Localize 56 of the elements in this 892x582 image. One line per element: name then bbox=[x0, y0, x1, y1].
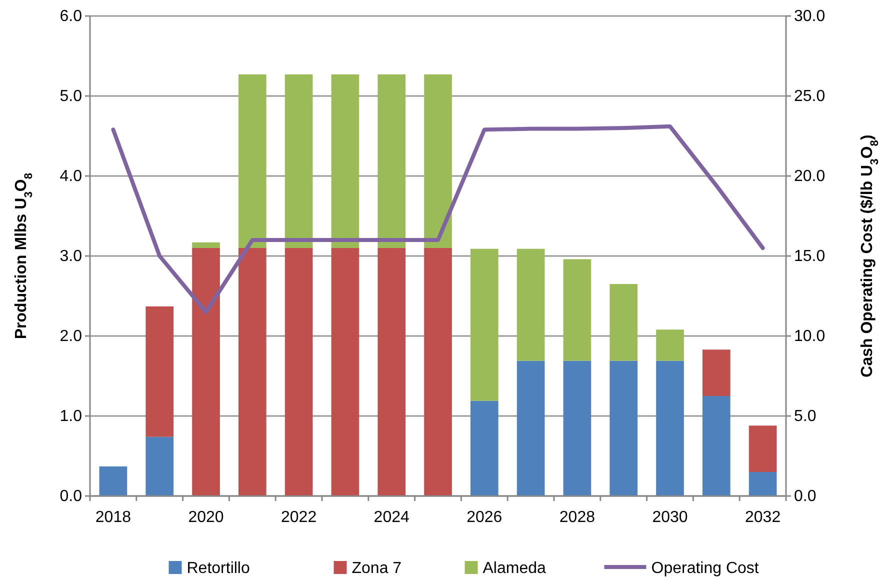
x-tick-label: 2026 bbox=[466, 509, 502, 526]
x-tick-label: 2024 bbox=[374, 509, 410, 526]
bar bbox=[284, 74, 313, 248]
y2-tick-label: 30.0 bbox=[794, 8, 826, 25]
bar bbox=[146, 436, 174, 496]
y2-tick-label: 20.0 bbox=[794, 168, 826, 185]
bar bbox=[610, 284, 638, 361]
bar bbox=[516, 248, 545, 361]
y-tick-label: 0.0 bbox=[60, 488, 82, 505]
bar bbox=[378, 248, 406, 496]
bar bbox=[702, 396, 730, 496]
bar bbox=[284, 248, 313, 496]
x-tick-label: 2022 bbox=[281, 509, 317, 526]
y2-tick-label: 25.0 bbox=[794, 88, 826, 105]
bar bbox=[424, 74, 452, 248]
y-tick-label: 5.0 bbox=[60, 88, 82, 105]
legend-label: Zona 7 bbox=[352, 560, 402, 577]
bar bbox=[470, 400, 498, 496]
y2-tick-label: 10.0 bbox=[794, 328, 826, 345]
bar bbox=[378, 74, 406, 248]
x-tick-label: 2018 bbox=[95, 509, 132, 526]
bar bbox=[563, 259, 592, 361]
bar bbox=[424, 248, 452, 496]
bar bbox=[192, 248, 220, 496]
bar bbox=[748, 472, 777, 496]
bar bbox=[470, 248, 498, 401]
y-tick-label: 2.0 bbox=[60, 328, 82, 345]
x-tick-label: 2028 bbox=[559, 509, 596, 526]
y-tick-label: 1.0 bbox=[60, 408, 82, 425]
legend-label: Operating Cost bbox=[651, 560, 760, 577]
bar bbox=[610, 360, 638, 496]
y-tick-label: 4.0 bbox=[60, 168, 82, 185]
line-series bbox=[111, 124, 765, 314]
y2-tick-label: 5.0 bbox=[794, 408, 816, 425]
bar bbox=[702, 350, 730, 396]
bar bbox=[99, 466, 128, 496]
bar bbox=[516, 360, 545, 496]
bar bbox=[656, 360, 684, 496]
y-tick-label: 6.0 bbox=[60, 8, 82, 25]
bar bbox=[146, 306, 174, 437]
bar bbox=[331, 248, 360, 496]
bar bbox=[748, 426, 777, 472]
bar bbox=[238, 74, 266, 248]
legend-label: Retortillo bbox=[186, 560, 250, 577]
legend-label: Alameda bbox=[482, 560, 546, 577]
bar bbox=[563, 360, 592, 496]
x-tick-label: 2032 bbox=[745, 509, 781, 526]
bar bbox=[192, 242, 220, 248]
bar bbox=[331, 74, 360, 248]
y2-tick-label: 0.0 bbox=[794, 488, 816, 505]
bar bbox=[656, 330, 684, 361]
x-tick-label: 2030 bbox=[652, 509, 688, 526]
bar bbox=[238, 248, 266, 496]
x-tick-label: 2020 bbox=[188, 509, 224, 526]
y2-tick-label: 15.0 bbox=[794, 248, 826, 265]
y-tick-label: 3.0 bbox=[60, 248, 82, 265]
